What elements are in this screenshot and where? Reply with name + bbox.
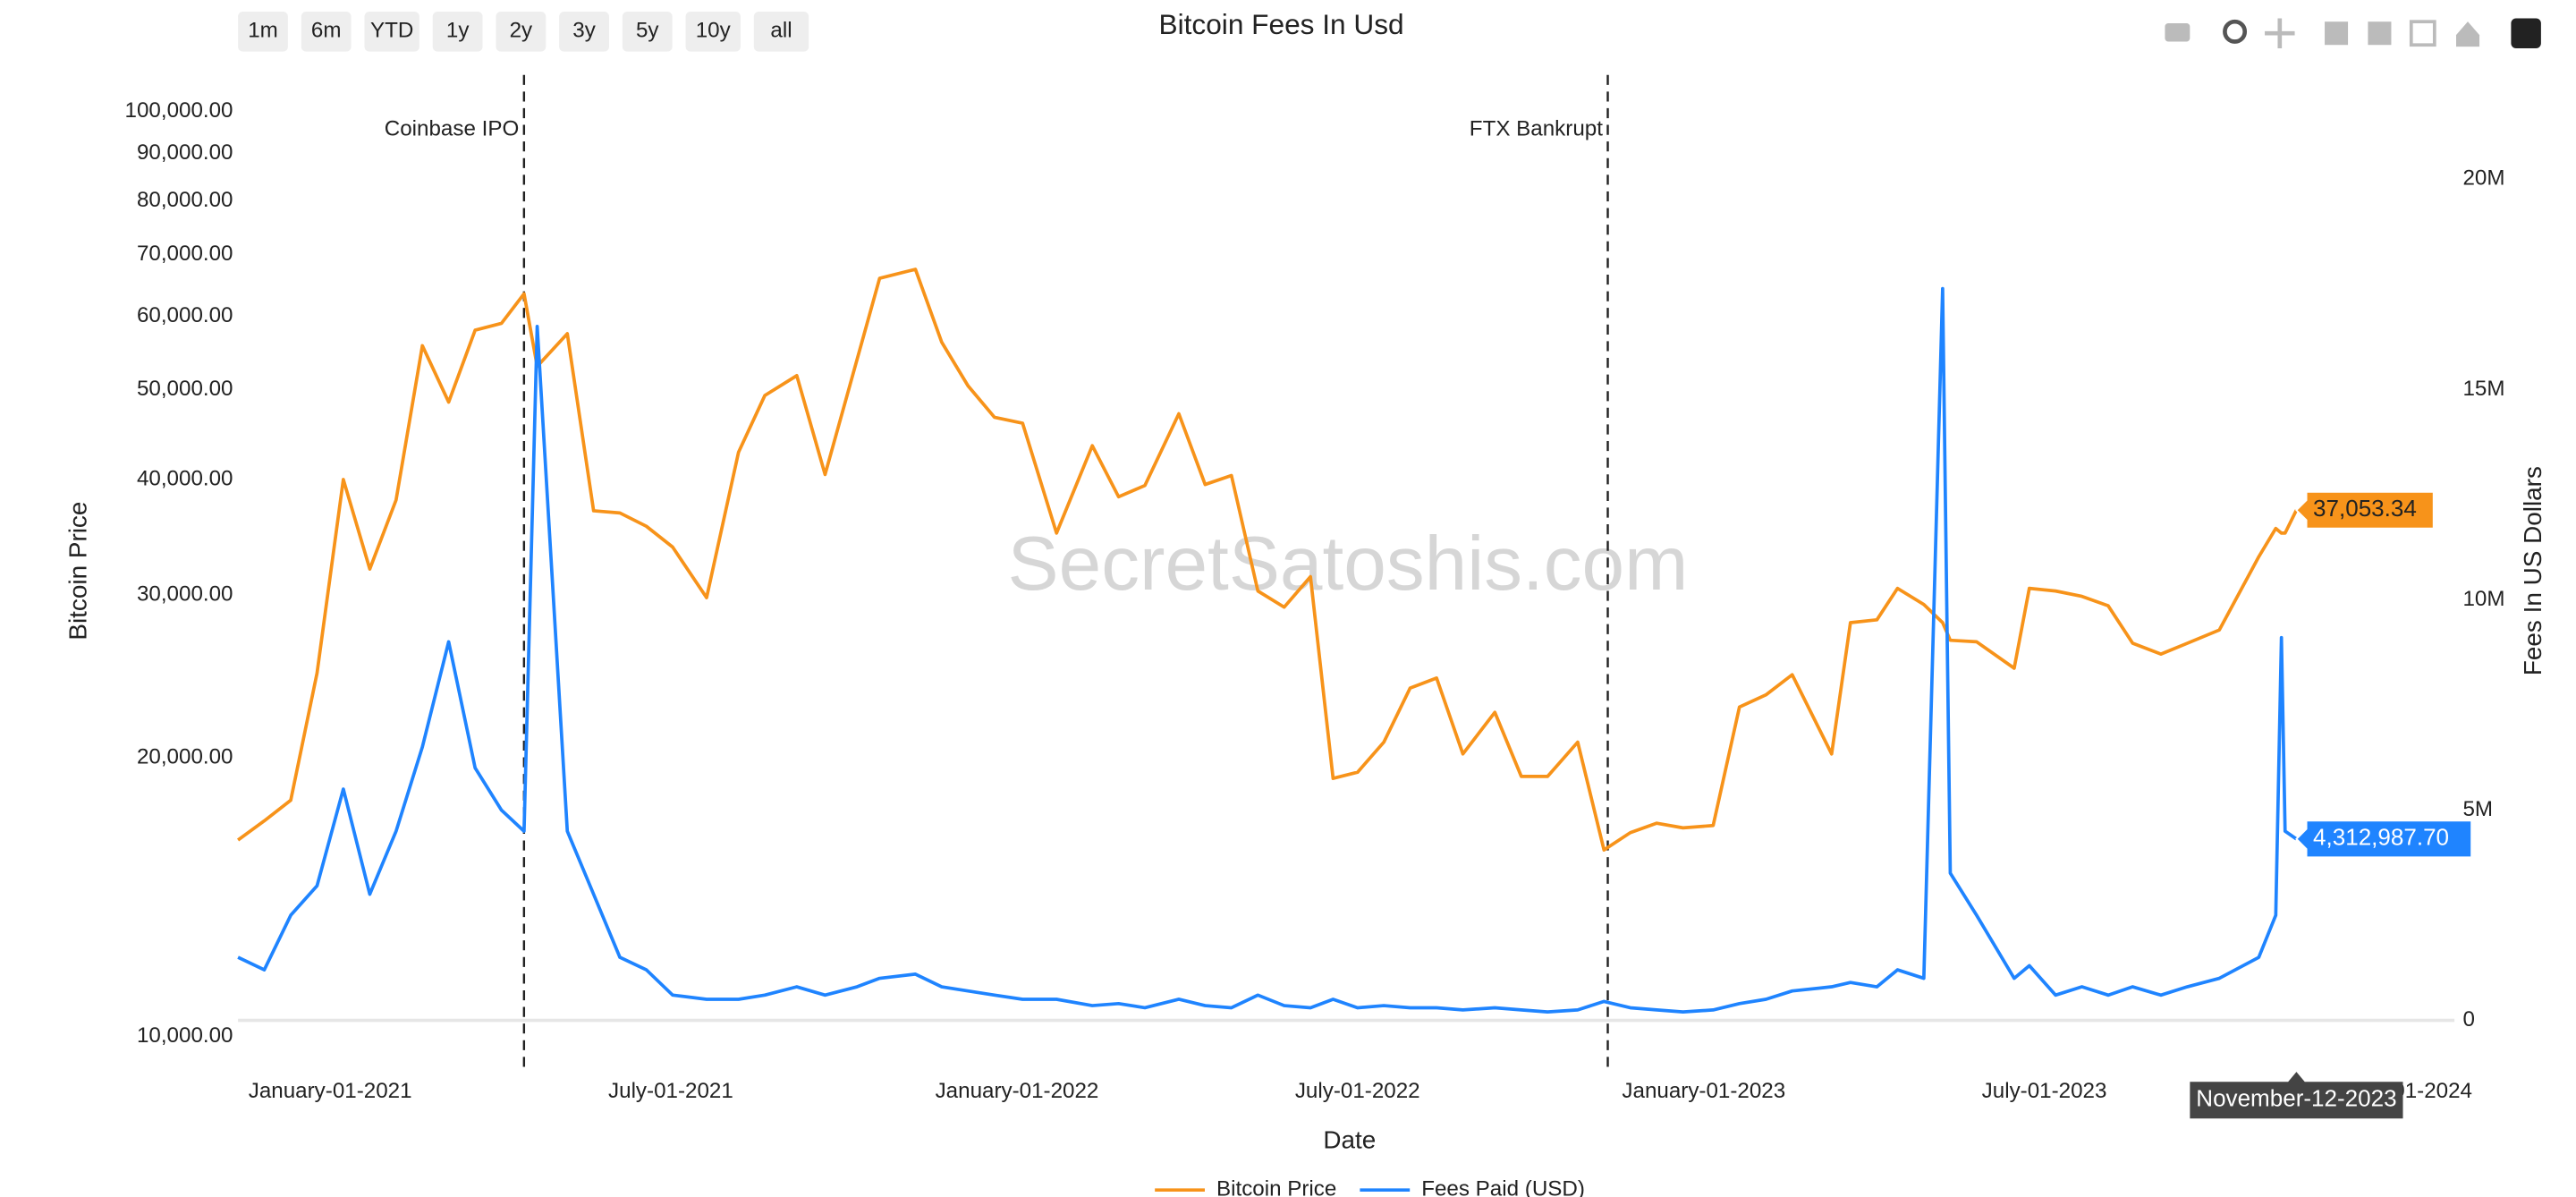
y2-tick-label: 10M (2462, 587, 2504, 611)
range-button-bg[interactable] (238, 12, 288, 52)
y-tick-label: 10,000.00 (137, 1023, 233, 1048)
legend-label: Bitcoin Price (1216, 1177, 1336, 1197)
range-button-bg[interactable] (496, 12, 547, 52)
y2-tick-label: 20M (2462, 166, 2504, 191)
range-button-label[interactable]: 5y (636, 19, 659, 43)
range-button-label[interactable]: 1y (446, 19, 470, 43)
range-button[interactable]: 6m (301, 12, 352, 52)
y2-tick-label: 0 (2462, 1007, 2474, 1031)
hover-box (2295, 819, 2473, 859)
range-button-label[interactable]: all (770, 19, 792, 43)
x-tick-label: January-01-2021 (249, 1079, 412, 1103)
range-button-bg[interactable] (432, 12, 483, 52)
chart-title: Bitcoin Fees In Usd (1159, 8, 1404, 40)
y2-tick-label: 5M (2462, 797, 2493, 821)
hover-value-label: 4,312,987.70 (2313, 824, 2449, 851)
hover-value-label: 37,053.34 (2313, 495, 2417, 522)
range-button[interactable]: 5y (622, 12, 673, 52)
x-tick-label: January-01-2022 (936, 1079, 1099, 1103)
hover-x-box (2190, 1072, 2403, 1119)
event-label: FTX Bankrupt (1470, 117, 1603, 141)
y-axis-title: Bitcoin Price (64, 502, 92, 641)
range-button[interactable]: 2y (496, 12, 547, 52)
hover-x-label: November-12-2023 (2196, 1085, 2396, 1112)
reset-button[interactable] (2456, 21, 2480, 47)
autoscale-button[interactable] (2409, 20, 2436, 47)
range-button[interactable]: 3y (559, 12, 609, 52)
zoom-in-button[interactable] (2325, 21, 2349, 46)
range-button[interactable]: all (753, 12, 809, 52)
series-line (237, 286, 2298, 1014)
range-button-bg[interactable] (301, 12, 352, 52)
y-tick-label: 30,000.00 (137, 582, 233, 606)
range-button-bg[interactable] (364, 12, 419, 52)
y-tick-label: 50,000.00 (137, 377, 233, 401)
x-tick-label: July-01-2023 (1982, 1079, 2107, 1103)
y-tick-label: 40,000.00 (137, 466, 233, 490)
zoom-button[interactable] (2223, 19, 2248, 44)
watermark: SecretSatoshis.com (1008, 522, 1689, 607)
range-button-bg[interactable] (685, 12, 741, 52)
x-tick-label: July-01-2021 (608, 1079, 733, 1103)
y-tick-label: 70,000.00 (137, 242, 233, 266)
x-tick-label: January-01-2023 (1622, 1079, 1785, 1103)
range-button-bg[interactable] (559, 12, 609, 52)
zoom-out-button[interactable] (2368, 21, 2392, 46)
y2-tick-label: 15M (2462, 377, 2504, 401)
y-tick-label: 80,000.00 (137, 188, 233, 212)
plotly-logo[interactable] (2511, 18, 2541, 48)
camera-button[interactable] (2165, 23, 2190, 42)
range-button[interactable]: YTD (364, 12, 419, 52)
range-button-bg[interactable] (622, 12, 673, 52)
range-button-label[interactable]: 1m (248, 19, 278, 43)
range-button-label[interactable]: YTD (370, 19, 413, 43)
range-button-label[interactable]: 6m (311, 19, 342, 43)
hover-box (2295, 490, 2435, 530)
range-button[interactable]: 10y (685, 12, 741, 52)
range-button-bg[interactable] (753, 12, 809, 52)
event-label: Coinbase IPO (385, 117, 519, 141)
y2-axis-title: Fees In US Dollars (2519, 466, 2546, 675)
pan-button[interactable] (2265, 18, 2295, 48)
range-button-label[interactable]: 3y (572, 19, 596, 43)
range-button-label[interactable]: 2y (510, 19, 533, 43)
range-button[interactable]: 1m (238, 12, 288, 52)
x-tick-label: July-01-2022 (1295, 1079, 1420, 1103)
y-tick-label: 20,000.00 (137, 745, 233, 769)
modebar (2165, 18, 2541, 48)
y-tick-label: 100,000.00 (125, 98, 233, 123)
range-button-label[interactable]: 10y (696, 19, 732, 43)
x-axis-title: Date (1323, 1126, 1376, 1154)
y-tick-label: 60,000.00 (137, 303, 233, 327)
series-line (236, 267, 2299, 852)
legend-label: Fees Paid (USD) (1421, 1177, 1585, 1197)
range-button[interactable]: 1y (432, 12, 483, 52)
y-tick-label: 90,000.00 (137, 140, 233, 165)
